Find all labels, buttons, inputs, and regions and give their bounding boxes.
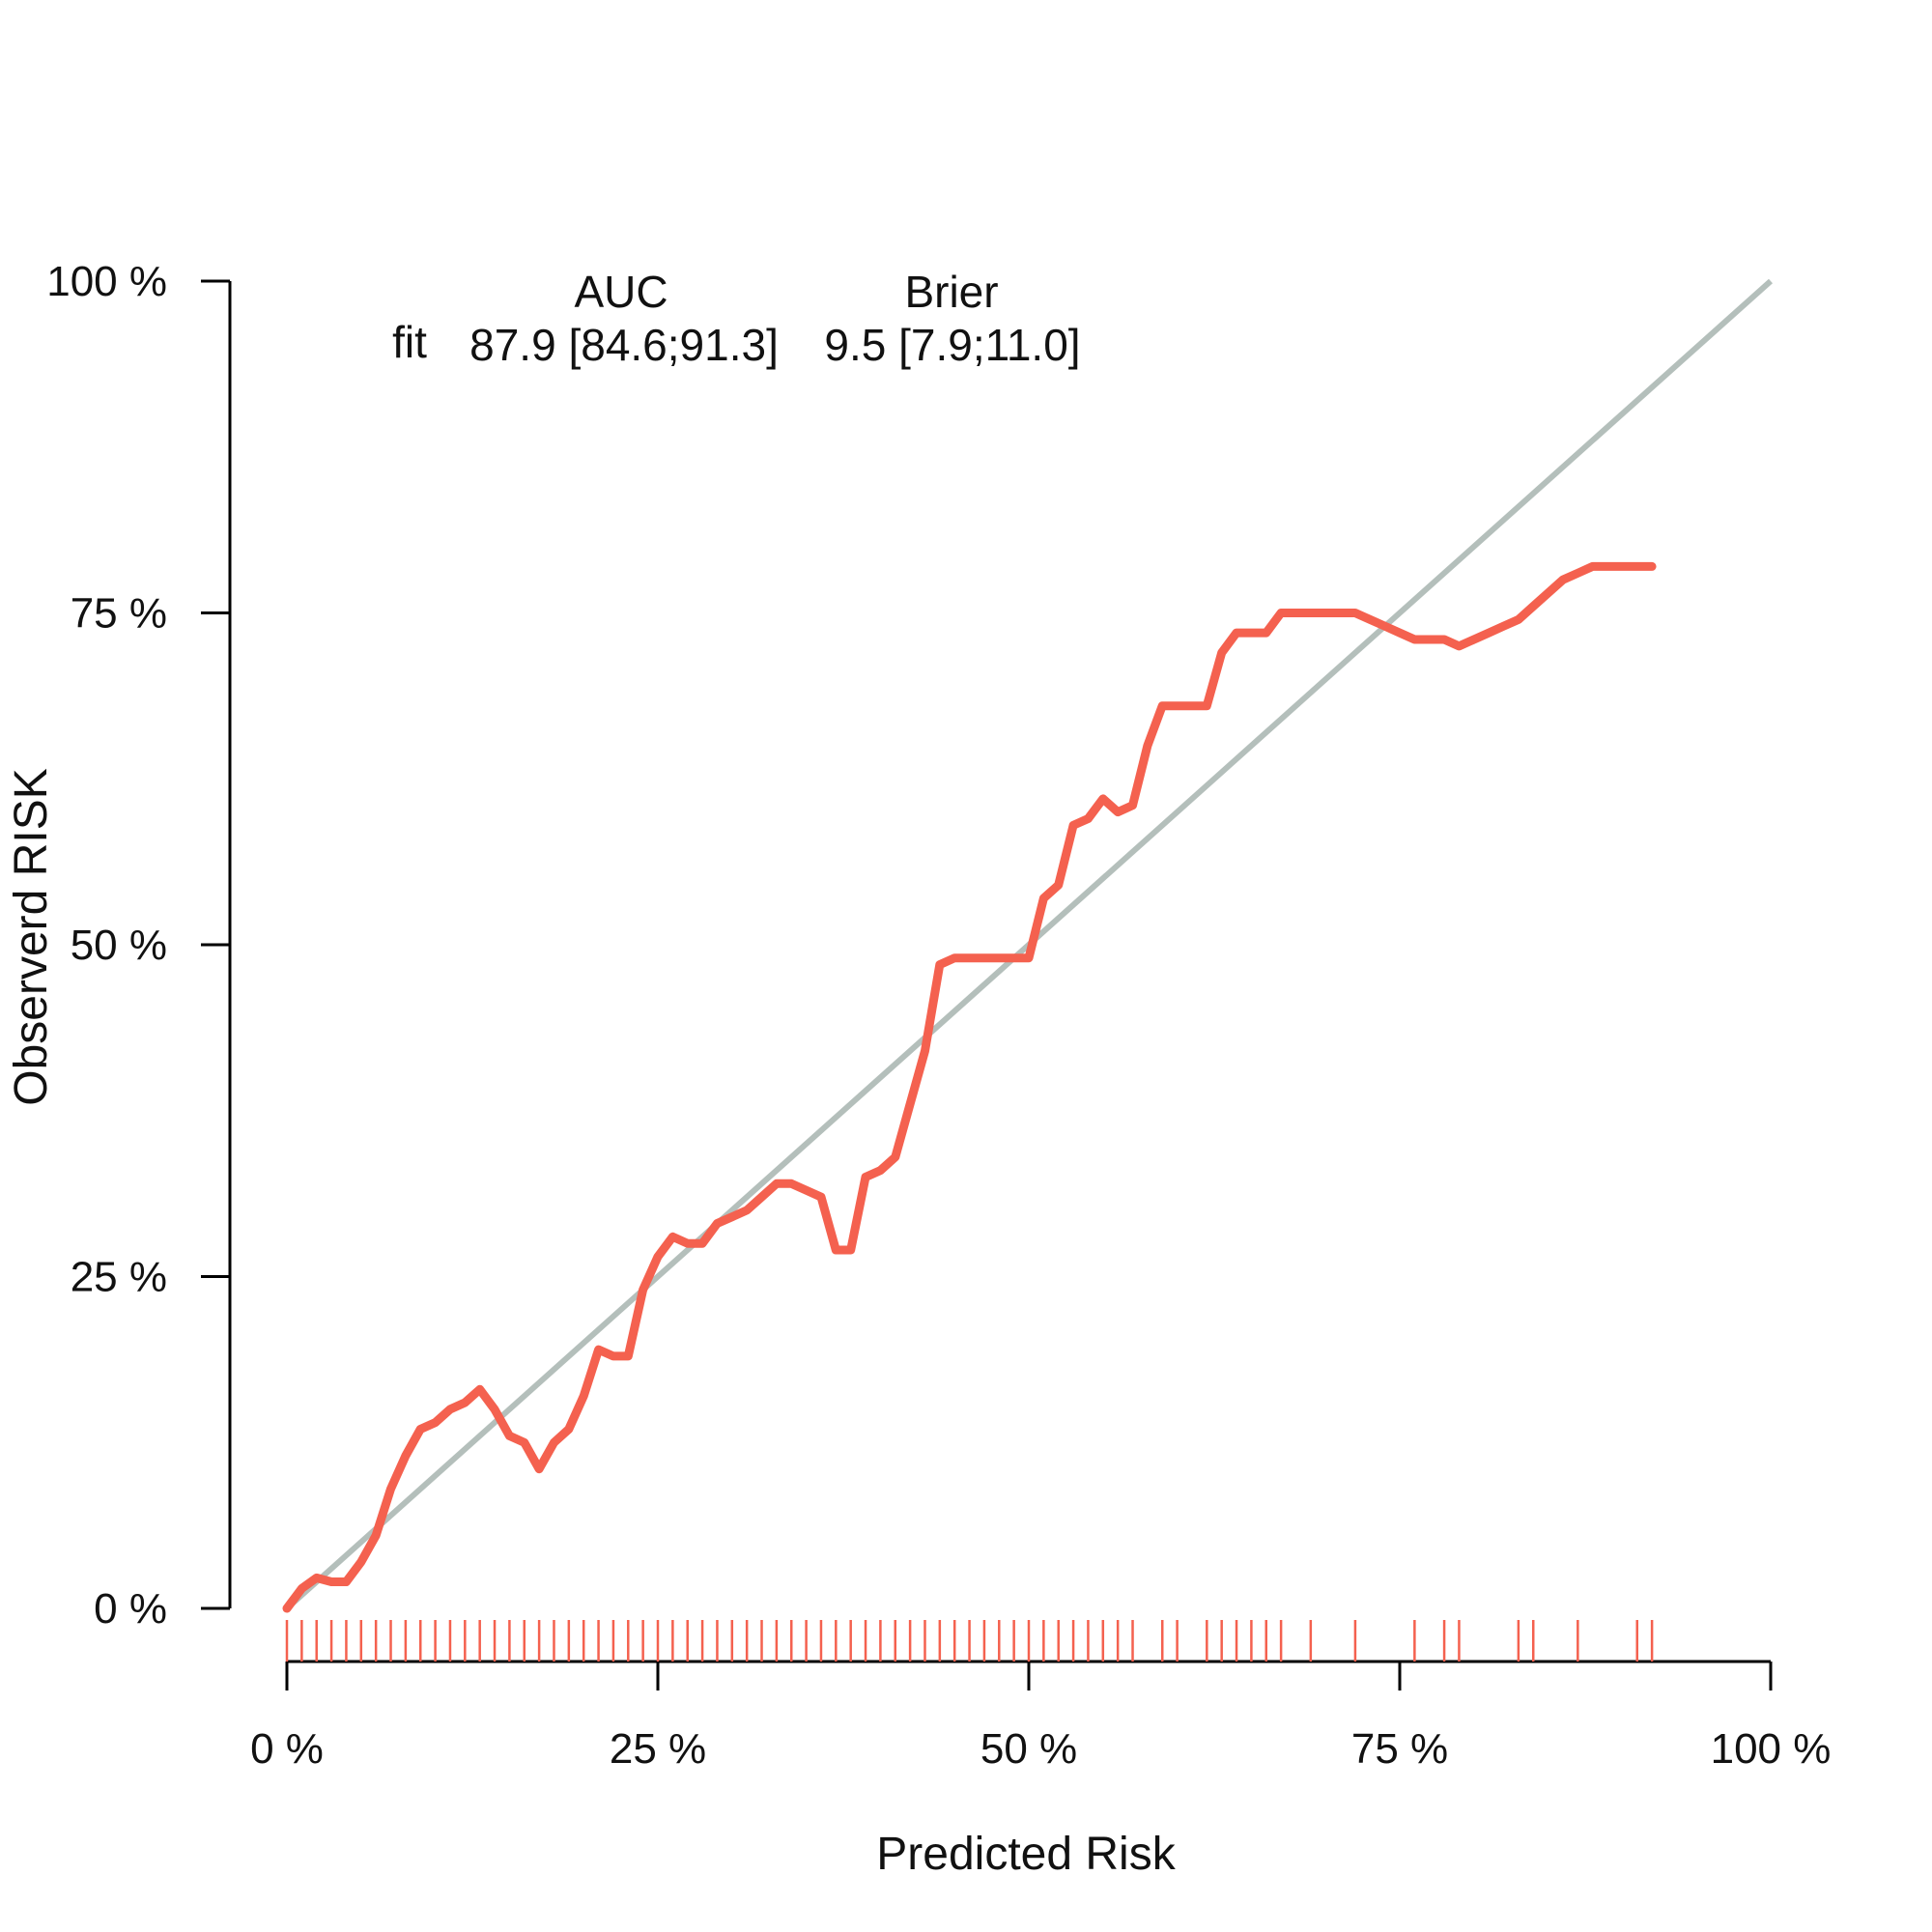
x-tick-label: 25 % bbox=[610, 1725, 706, 1773]
y-tick-label: 75 % bbox=[71, 590, 167, 638]
x-tick-label: 50 % bbox=[980, 1725, 1077, 1773]
auc-value: 87.9 [84.6;91.3] bbox=[469, 320, 779, 370]
x-tick-label: 0 % bbox=[250, 1725, 324, 1773]
calibration-line bbox=[282, 561, 1657, 1613]
y-axis-title: Observerd RISK bbox=[6, 768, 57, 1105]
x-axis-title: Predicted Risk bbox=[876, 1829, 1176, 1880]
rug-marks bbox=[285, 1620, 1654, 1662]
fit-row-label: fit bbox=[392, 317, 427, 367]
brier-header: Brier bbox=[904, 267, 998, 317]
calibration-series bbox=[282, 561, 1657, 1613]
x-axis: 0 % 25 % 50 % 75 % 100 % bbox=[250, 1660, 1832, 1773]
y-tick-label: 100 % bbox=[46, 258, 167, 305]
x-tick-label: 100 % bbox=[1711, 1725, 1832, 1773]
stats-table: AUC Brier fit 87.9 [84.6;91.3] 9.5 [7.9;… bbox=[392, 267, 1080, 370]
brier-value: 9.5 [7.9;11.0] bbox=[824, 320, 1080, 370]
y-tick-label: 50 % bbox=[71, 922, 167, 969]
y-axis: 0 % 25 % 50 % 75 % 100 % bbox=[46, 258, 232, 1633]
x-tick-label: 75 % bbox=[1351, 1725, 1448, 1773]
y-tick-label: 0 % bbox=[94, 1585, 167, 1633]
y-tick-label: 25 % bbox=[71, 1254, 167, 1301]
auc-header: AUC bbox=[574, 267, 668, 317]
